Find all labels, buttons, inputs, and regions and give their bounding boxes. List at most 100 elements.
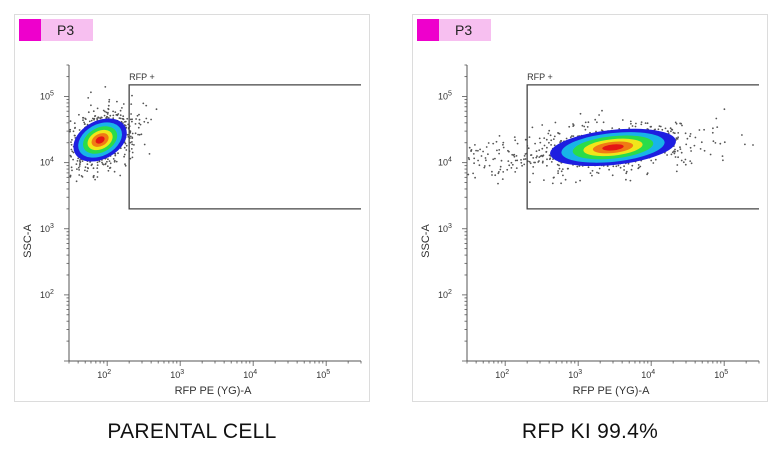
event-dot (587, 166, 590, 169)
event-dot (502, 143, 504, 146)
event-dot (674, 150, 676, 153)
event-dot (69, 130, 71, 133)
event-dot (94, 115, 96, 117)
event-dot (630, 122, 632, 125)
event-dot (712, 127, 714, 130)
event-dot (115, 160, 118, 163)
y-tick-label: 104 (40, 157, 54, 168)
event-dot (77, 166, 80, 169)
event-dot (467, 173, 470, 176)
population-badge: P3 (417, 19, 491, 41)
density-contour (95, 136, 105, 144)
event-dot (74, 126, 76, 129)
event-dot (684, 158, 687, 161)
event-dot (535, 156, 538, 159)
event-dot (594, 118, 597, 121)
event-dot (658, 125, 661, 127)
event-dot (703, 128, 705, 131)
plot-panel-parental: P3 SSC-A RFP PE (YG)-A 102 103 104 105 102 10… (14, 14, 370, 402)
event-dot (77, 157, 79, 160)
rfp-positive-gate (128, 84, 361, 210)
event-dot (124, 142, 127, 145)
event-dot (679, 148, 682, 151)
event-dot (719, 142, 722, 145)
event-dot (483, 165, 486, 167)
event-dot (674, 148, 676, 151)
event-dot (667, 130, 669, 133)
population-color-swatch (19, 19, 41, 41)
event-dot (512, 154, 515, 157)
event-dot (130, 103, 133, 105)
event-dot (554, 121, 557, 124)
event-dot (560, 170, 563, 173)
event-dot (79, 159, 81, 162)
event-dot (671, 151, 674, 154)
x-tick-label: 104 (243, 369, 257, 380)
event-dot (550, 139, 553, 142)
event-dot (611, 174, 614, 177)
event-dot (126, 133, 129, 136)
event-dot (513, 155, 516, 158)
event-dot (106, 113, 109, 115)
event-dot (587, 121, 590, 124)
event-dot (86, 163, 89, 166)
event-dot (579, 179, 581, 182)
event-dot (664, 127, 667, 130)
event-dot (548, 129, 551, 132)
event-dot (584, 128, 587, 131)
event-dot (523, 155, 526, 157)
event-dot (82, 116, 85, 119)
caption-parental-cell: PARENTAL CELL (107, 420, 277, 443)
event-dot (106, 165, 109, 168)
event-dot (131, 94, 133, 97)
event-dot (79, 160, 81, 163)
event-dot (672, 131, 675, 134)
event-dot (661, 128, 664, 131)
event-dot (715, 117, 718, 120)
event-dot (79, 163, 81, 166)
event-dot (134, 132, 137, 135)
event-dot (487, 142, 490, 144)
event-dot (125, 149, 128, 151)
event-dot (75, 180, 78, 183)
event-dot (562, 174, 564, 177)
event-dot (83, 121, 85, 124)
event-dot (96, 171, 99, 173)
event-dot (679, 122, 681, 125)
event-dot (612, 165, 615, 168)
event-dot (698, 129, 701, 131)
event-dot (89, 161, 91, 163)
event-dot (572, 125, 575, 127)
event-dot (608, 168, 610, 171)
event-dot (118, 117, 121, 119)
event-dot (119, 109, 122, 112)
event-dot (541, 155, 544, 158)
event-dot (530, 154, 532, 157)
event-dot (145, 104, 148, 107)
event-dot (625, 170, 628, 173)
event-dot (564, 178, 567, 181)
event-dot (548, 154, 551, 157)
event-dot (137, 126, 140, 129)
event-dot (496, 149, 498, 152)
event-dot (475, 149, 477, 152)
event-dot (528, 136, 531, 138)
event-dot (516, 142, 519, 145)
event-dot (528, 160, 531, 163)
event-dot (472, 172, 474, 175)
event-dot (91, 117, 94, 120)
event-dot (598, 167, 601, 170)
event-dot (72, 158, 74, 161)
event-dot (676, 150, 679, 152)
event-dot (105, 111, 108, 114)
event-dot (138, 118, 141, 121)
event-dot (125, 144, 128, 147)
event-dot (690, 162, 693, 165)
event-dot (482, 150, 484, 153)
event-dot (681, 124, 683, 127)
event-dot (541, 124, 544, 126)
event-dot (551, 182, 554, 185)
event-dot (606, 165, 609, 168)
event-dot (631, 125, 634, 127)
event-dot (685, 143, 688, 146)
